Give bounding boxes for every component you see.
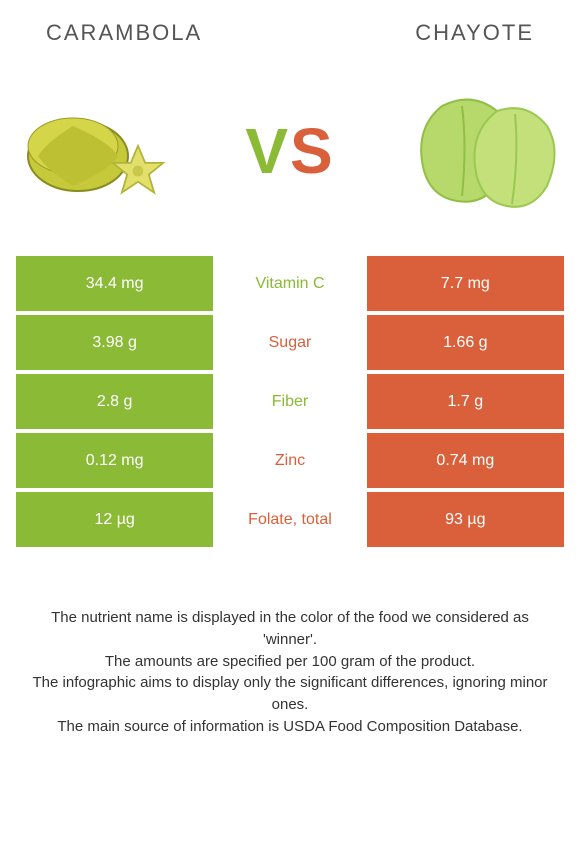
nutrient-label: Zinc: [213, 433, 366, 488]
left-value: 0.12 mg: [16, 433, 213, 488]
right-value: 1.66 g: [367, 315, 564, 370]
vs-label: VS: [245, 114, 334, 188]
left-value: 34.4 mg: [16, 256, 213, 311]
footer-line: The amounts are specified per 100 gram o…: [24, 651, 556, 673]
header: CARAMBOLA CHAYOTE: [16, 20, 564, 56]
right-value: 1.7 g: [367, 374, 564, 429]
left-value: 12 µg: [16, 492, 213, 547]
table-row: 2.8 g Fiber 1.7 g: [16, 374, 564, 429]
nutrient-table: 34.4 mg Vitamin C 7.7 mg 3.98 g Sugar 1.…: [16, 256, 564, 547]
nutrient-label: Folate, total: [213, 492, 366, 547]
nutrient-label: Vitamin C: [213, 256, 366, 311]
nutrient-label: Fiber: [213, 374, 366, 429]
right-value: 7.7 mg: [367, 256, 564, 311]
vs-v: V: [245, 115, 290, 187]
carambola-image: [18, 86, 188, 216]
left-value: 2.8 g: [16, 374, 213, 429]
footer-line: The nutrient name is displayed in the co…: [24, 607, 556, 651]
table-row: 3.98 g Sugar 1.66 g: [16, 315, 564, 370]
vs-s: S: [290, 115, 335, 187]
right-food-title: CHAYOTE: [415, 20, 534, 46]
footer-notes: The nutrient name is displayed in the co…: [16, 607, 564, 738]
right-value: 93 µg: [367, 492, 564, 547]
right-value: 0.74 mg: [367, 433, 564, 488]
left-food-title: CARAMBOLA: [46, 20, 202, 46]
footer-line: The main source of information is USDA F…: [24, 716, 556, 738]
table-row: 34.4 mg Vitamin C 7.7 mg: [16, 256, 564, 311]
left-value: 3.98 g: [16, 315, 213, 370]
vs-row: VS: [16, 86, 564, 216]
footer-line: The infographic aims to display only the…: [24, 672, 556, 716]
table-row: 0.12 mg Zinc 0.74 mg: [16, 433, 564, 488]
nutrient-label: Sugar: [213, 315, 366, 370]
table-row: 12 µg Folate, total 93 µg: [16, 492, 564, 547]
chayote-image: [392, 86, 562, 216]
